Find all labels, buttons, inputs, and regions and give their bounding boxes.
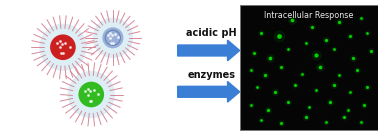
Text: enzymes: enzymes [188,70,235,80]
Circle shape [93,18,133,58]
Circle shape [78,82,104,107]
Circle shape [50,34,76,60]
FancyArrow shape [178,81,240,102]
Circle shape [39,24,87,71]
Text: acidic pH: acidic pH [186,28,237,38]
Text: Intracellular Response: Intracellular Response [264,11,354,20]
Circle shape [102,27,123,48]
FancyArrow shape [178,40,240,61]
Circle shape [68,71,115,118]
